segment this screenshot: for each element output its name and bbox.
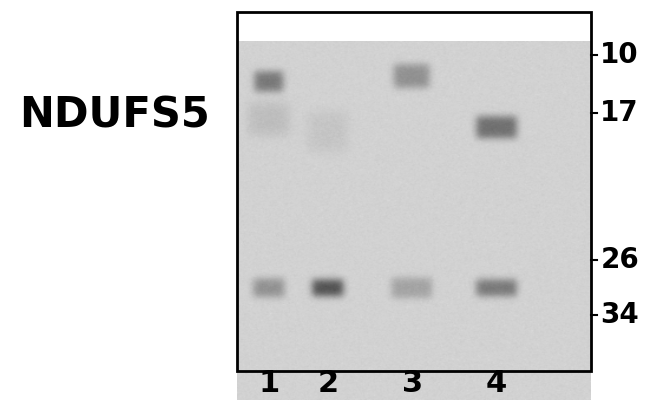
Text: NDUFS5: NDUFS5 <box>20 94 210 136</box>
Text: 3: 3 <box>402 369 422 398</box>
Text: 10: 10 <box>601 41 639 69</box>
Text: 4: 4 <box>486 369 507 398</box>
Text: 34: 34 <box>601 301 639 329</box>
Bar <box>237 12 591 371</box>
Text: 17: 17 <box>601 99 639 127</box>
Text: 26: 26 <box>601 246 639 274</box>
Text: 2: 2 <box>317 369 338 398</box>
Text: 1: 1 <box>259 369 280 398</box>
